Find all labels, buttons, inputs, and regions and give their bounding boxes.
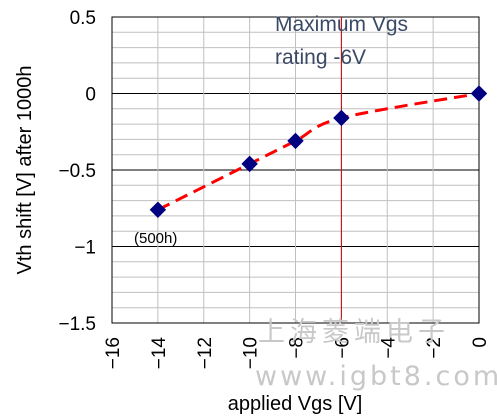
x-tick-label: −16 (103, 337, 124, 369)
watermark-company: 上海菱端电子 (258, 317, 450, 348)
rating-note-line1: Maximum Vgs (275, 13, 408, 36)
x-tick-label: −14 (149, 337, 170, 370)
y-tick-label: −0.5 (58, 161, 96, 182)
x-tick-label: −4 (378, 337, 399, 359)
data-point-marker (287, 132, 304, 150)
x-tick-label: −2 (424, 337, 445, 359)
data-point-marker (241, 155, 258, 173)
data-point-marker (333, 109, 350, 127)
y-tick-label: −1.5 (58, 314, 96, 335)
x-tick-label: −12 (195, 337, 216, 369)
watermark-url: www.igbt8.com (255, 361, 497, 392)
y-tick-labels: 0.5 0 −0.5 −1 −1.5 (58, 8, 96, 335)
data-point-marker (149, 201, 167, 218)
x-tick-label: −6 (332, 337, 353, 359)
grid (112, 17, 479, 323)
data-point-marker (470, 85, 488, 102)
x-tick-labels: −16 −14 −12 −10 −8 −6 −4 −2 0 (103, 337, 491, 370)
series-markers (149, 85, 488, 218)
rating-note-line2: rating -6V (275, 46, 366, 69)
x-axis-label: applied Vgs [V] (228, 393, 363, 415)
y-axis-label: Vth shift [V] after 1000h (14, 65, 36, 274)
y-tick-label: −1 (74, 238, 96, 259)
point-note: (500h) (134, 230, 177, 247)
y-tick-label: 0 (85, 85, 96, 106)
x-tick-label: −8 (287, 337, 308, 359)
series-trend-line (157, 92, 480, 212)
x-tick-label: −10 (241, 337, 262, 369)
y-tick-label: 0.5 (70, 8, 96, 29)
x-tick-label: 0 (470, 337, 491, 348)
plot-area-frame (111, 16, 480, 324)
